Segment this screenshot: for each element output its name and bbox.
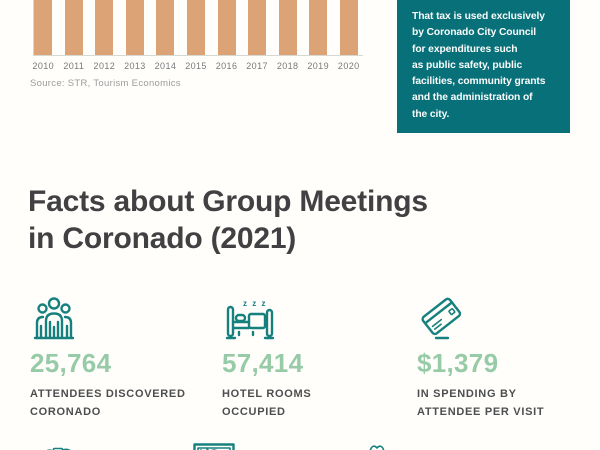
bar-column: 2011: [59, 0, 90, 71]
page-title: Facts about Group Meetings in Coronado (…: [28, 185, 428, 255]
hotel-bed-icon: z z z: [222, 294, 412, 342]
stat-value: 57,414: [222, 348, 304, 378]
bar: [34, 0, 53, 55]
stat-value: $1,379: [417, 348, 499, 378]
bar-year-label: 2014: [154, 61, 177, 71]
bar: [309, 0, 328, 55]
bar: [64, 0, 83, 55]
bar-column: 2015: [181, 0, 212, 71]
bar-year-label: 2011: [63, 61, 85, 71]
chart-x-axis: [33, 55, 363, 56]
stat-label: ATTENDEES DISCOVERED CORONADO: [30, 388, 186, 418]
credit-card-icon: [417, 294, 600, 342]
bar: [248, 0, 267, 55]
bar-column: 2018: [272, 0, 303, 71]
money-bag-icon: [367, 443, 387, 450]
bar-chart: 2010 2011 2012 2013 2014 2015 2016 2017 2018 2019…: [28, 0, 364, 75]
svg-text:z z z: z z z: [243, 299, 267, 308]
bar: [95, 0, 114, 55]
bar-year-label: 2016: [215, 61, 238, 71]
stat-label: IN SPENDING BY ATTENDEE PER VISIT: [417, 388, 545, 418]
bar-column: 2019: [303, 0, 334, 71]
bar-year-label: 2010: [32, 61, 55, 71]
bar: [217, 0, 236, 55]
bar-year-label: 2012: [93, 61, 116, 71]
bar-column: 2017: [242, 0, 273, 71]
bar-column: 2016: [211, 0, 242, 71]
bar-year-label: 2019: [307, 61, 329, 71]
bar-year-label: 2013: [124, 61, 146, 71]
bar-year-label: 2015: [185, 61, 207, 71]
bar-column: 2013: [120, 0, 151, 71]
stat-attendees: 25,764 ATTENDEES DISCOVERED CORONADO: [30, 294, 220, 421]
bar-column: 2020: [333, 0, 364, 71]
banknote-icon: [193, 443, 235, 450]
bar-year-label: 2020: [337, 61, 360, 71]
bar: [339, 0, 358, 55]
bar-column: 2012: [89, 0, 120, 71]
stat-spending: $1,379 IN SPENDING BY ATTENDEE PER VISIT: [417, 294, 600, 421]
chart-source-note: Source: STR, Tourism Economics: [30, 78, 181, 89]
tax-callout-box: That tax is used exclusively by Coronado…: [397, 0, 570, 133]
handshake-icon: [37, 443, 79, 450]
bar-chart-columns: 2010 2011 2012 2013 2014 2015 2016 2017 2018 2019…: [28, 0, 364, 71]
stat-label: HOTEL ROOMS OCCUPIED: [222, 388, 312, 418]
stat-value: 25,764: [30, 348, 112, 378]
bar-column: 2010: [28, 0, 59, 71]
chart-y-axis: [33, 0, 34, 56]
bar: [187, 0, 205, 55]
bar: [125, 0, 144, 55]
bar-column: 2014: [150, 0, 181, 71]
bar-year-label: 2018: [276, 61, 299, 71]
stat-hotel-rooms: z z z 57,414 HOTEL ROOMS OCCUPIED: [222, 294, 412, 421]
bar: [156, 0, 175, 55]
group-attendees-icon: [30, 294, 220, 342]
bar: [278, 0, 297, 55]
bar-year-label: 2017: [246, 61, 268, 71]
